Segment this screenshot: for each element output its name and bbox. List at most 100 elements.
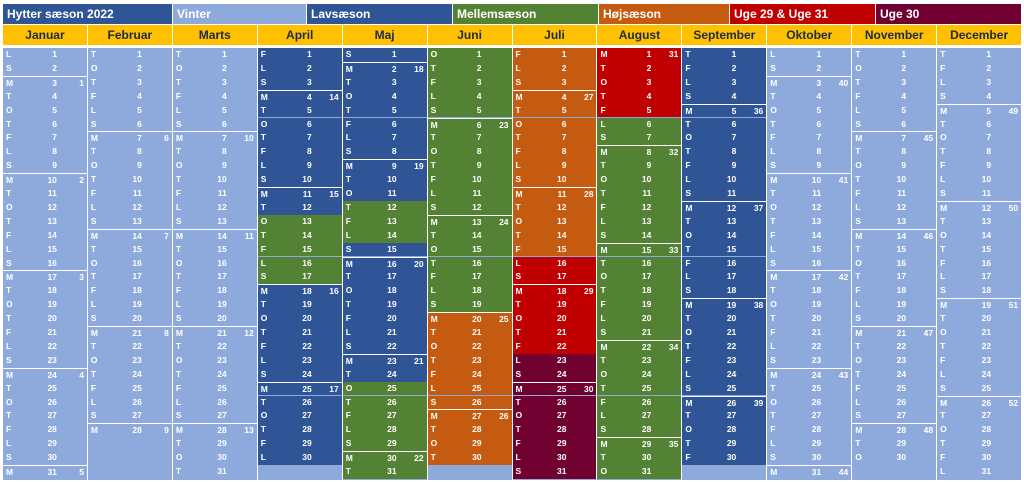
weekday-letter: L xyxy=(90,104,97,115)
weekday-letter: S xyxy=(345,438,352,449)
day-cell: L 13 xyxy=(597,214,682,229)
day-number: 8 xyxy=(222,146,227,157)
day-number: 6 xyxy=(52,118,57,129)
day-number: 31 xyxy=(641,466,652,476)
weekday-letter: T xyxy=(685,215,691,226)
week-number: 9 xyxy=(164,425,169,436)
day-cell: L 19 xyxy=(87,298,172,313)
day-number: 30 xyxy=(472,452,482,463)
day-number: 24 xyxy=(556,368,567,379)
day-cell: T 15 xyxy=(852,242,937,257)
day-cell: T 25 xyxy=(767,381,852,396)
day-number: 4 xyxy=(646,90,652,101)
day-number: 30 xyxy=(387,453,397,464)
weekday-letter: M xyxy=(175,425,183,436)
day-cell: M 10 41 xyxy=(767,173,852,187)
day-number: 7 xyxy=(306,132,312,143)
weekday-letter: T xyxy=(175,466,182,476)
week-number: 40 xyxy=(838,77,849,88)
weekday-letter: T xyxy=(260,229,266,240)
month-header-september: September xyxy=(682,25,768,45)
day-number: 14 xyxy=(896,230,907,241)
weekday-letter: O xyxy=(175,257,183,268)
day-cell: M 18 29 xyxy=(512,284,597,299)
weekday-letter: O xyxy=(855,160,862,171)
day-number: 5 xyxy=(306,104,312,115)
week-number: 37 xyxy=(753,202,764,213)
day-number: 16 xyxy=(726,257,737,268)
day-number: 28 xyxy=(47,424,57,435)
day-number: 1 xyxy=(137,49,142,59)
weekday-letter: S xyxy=(855,118,861,129)
day-cell: T 21 xyxy=(427,326,512,340)
weekday-letter: T xyxy=(345,466,351,476)
weekday-letter: O xyxy=(260,118,268,129)
day-number: 21 xyxy=(811,327,822,337)
week-number: 41 xyxy=(838,175,849,186)
weekday-letter: T xyxy=(515,201,521,212)
day-cell: M 3 1 xyxy=(3,75,87,90)
day-number: 7 xyxy=(52,132,57,143)
weekday-letter: T xyxy=(855,49,861,59)
day-cell: O 18 xyxy=(342,284,427,299)
day-number: 20 xyxy=(132,313,142,324)
day-cell: F 18 xyxy=(852,284,937,299)
day-number: 22 xyxy=(387,340,397,351)
day-number: 13 xyxy=(472,216,482,227)
day-cell: L 23 xyxy=(512,353,597,368)
weekday-letter: S xyxy=(600,327,607,337)
day-cell: M 25 17 xyxy=(257,381,342,396)
day-number: 8 xyxy=(306,146,312,157)
day-cell: M 10 2 xyxy=(3,173,87,187)
day-number: 4 xyxy=(476,90,482,101)
weekday-letter: M xyxy=(90,133,99,144)
day-cell: T 10 xyxy=(172,173,257,187)
day-number: 31 xyxy=(47,467,57,477)
day-cell: T 15 xyxy=(87,242,172,257)
weekday-letter: T xyxy=(345,271,351,282)
day-number: 9 xyxy=(222,160,227,171)
weekday-letter: T xyxy=(90,49,97,59)
weekday-letter: T xyxy=(685,146,691,157)
weekday-letter: M xyxy=(770,175,778,186)
weekday-letter: M xyxy=(6,272,14,283)
day-number: 25 xyxy=(472,382,482,393)
weekday-letter: M xyxy=(6,175,14,186)
week-number: 30 xyxy=(583,383,594,394)
weekday-letter: O xyxy=(90,160,98,171)
day-number: 26 xyxy=(726,397,737,408)
month-header-maj: Maj xyxy=(343,25,428,45)
weekday-letter: T xyxy=(770,90,776,101)
weekday-letter: L xyxy=(6,49,12,59)
day-number: 22 xyxy=(472,340,482,351)
day-number: 29 xyxy=(302,438,312,449)
week-number: 2 xyxy=(79,175,84,186)
legend-mellemsaeson: Mellemsæson xyxy=(453,4,599,24)
day-cell: L 22 xyxy=(767,339,852,354)
weekday-letter: O xyxy=(345,382,353,393)
day-number: 28 xyxy=(556,424,567,435)
day-number: 27 xyxy=(981,410,992,421)
weekday-letter: O xyxy=(770,104,777,115)
day-cell: T 23 xyxy=(427,353,512,368)
day-number: 27 xyxy=(132,410,142,421)
weekday-letter: F xyxy=(430,174,436,185)
weekday-letter: O xyxy=(345,285,353,296)
day-number: 26 xyxy=(981,397,992,408)
day-cell: T 12 xyxy=(342,200,427,215)
day-number: 16 xyxy=(217,257,227,268)
weekday-letter: M xyxy=(770,467,778,477)
weekday-letter: S xyxy=(6,257,12,268)
day-cell: S 20 xyxy=(172,312,257,326)
month-column-marts: T 1 O 2 T 3 F 4 L 5 S 6 M 7 10 T 8 O 9 T 10 F 11 L 12 S 13 M 14 11 T 15… xyxy=(172,48,258,480)
day-number: 18 xyxy=(726,285,737,296)
day-cell: O 26 xyxy=(3,395,87,410)
weekday-letter: M xyxy=(685,202,693,213)
